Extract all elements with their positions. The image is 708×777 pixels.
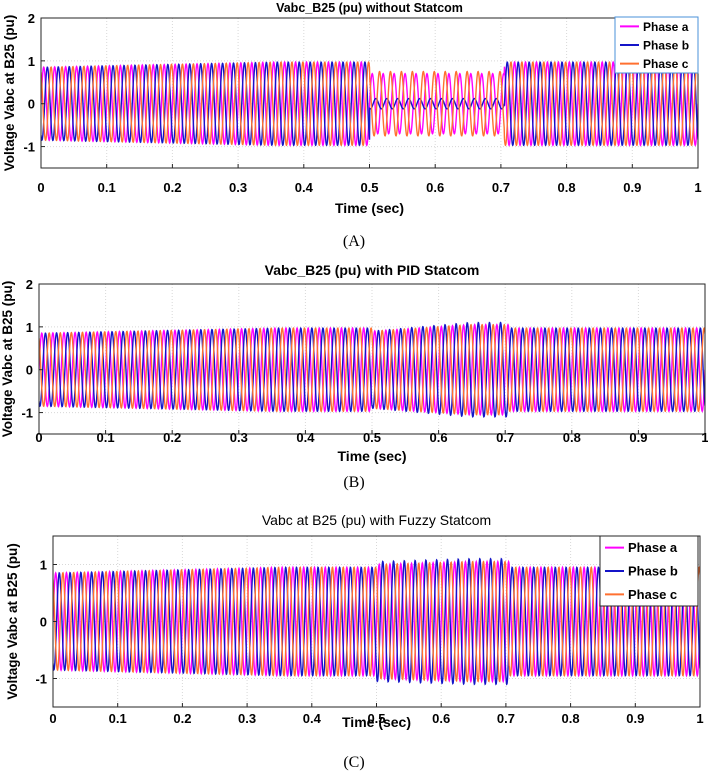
- series-group: [41, 60, 698, 147]
- x-tick-label: 0.9: [629, 430, 647, 445]
- x-tick-label: 0.7: [492, 180, 510, 195]
- x-tick-label: 0: [35, 430, 42, 445]
- x-tick-label: 0.6: [426, 180, 444, 195]
- y-axis-label: Voltage Vabc at B25 (pu): [5, 543, 20, 700]
- series-line-phase-c: [41, 61, 698, 147]
- x-tick-label: 0.3: [230, 430, 248, 445]
- y-tick-label: -1: [23, 140, 35, 155]
- series-line-phase-c: [53, 560, 700, 683]
- legend-label: Phase b: [643, 39, 689, 53]
- series-line-phase-a: [53, 559, 700, 684]
- x-tick-label: 0.5: [360, 180, 378, 195]
- series-group: [39, 321, 705, 418]
- legend-label: Phase b: [628, 564, 678, 579]
- x-tick-label: 0.7: [496, 430, 514, 445]
- chart-title: Vabc_B25 (pu) with PID Statcom: [265, 262, 480, 278]
- x-tick-label: 1: [694, 180, 701, 195]
- chart-c: 0 0.1 0.2 0.3 0.4 0.5 0.6 0.7 0.8 0.9 1 -1 0 1 Vabc at…: [5, 512, 704, 730]
- x-tick-label: 0.1: [109, 711, 127, 726]
- x-axis-label: Time (sec): [338, 448, 407, 464]
- caption-c: (C): [343, 754, 365, 771]
- x-axis-label: Time (sec): [335, 200, 404, 216]
- y-tick-label: 0: [26, 363, 33, 378]
- y-axis-label: Voltage Vabc at B25 (pu): [0, 281, 15, 438]
- x-axis-label: Time (sec): [342, 714, 411, 730]
- series-line-phase-c: [39, 323, 705, 416]
- x-tick-label: 0.3: [238, 711, 256, 726]
- x-tick-label: 0.6: [430, 430, 448, 445]
- x-tick-label: 0.9: [626, 711, 644, 726]
- x-tick-label: 0.4: [295, 180, 314, 195]
- series-line-phase-b: [53, 557, 700, 686]
- y-tick-label: 2: [26, 277, 33, 292]
- x-tick-label: 0.8: [563, 430, 581, 445]
- x-tick-label: 0.8: [562, 711, 580, 726]
- legend-label: Phase a: [643, 20, 689, 34]
- y-axis-label: Voltage Vabc at B25 (pu): [2, 15, 17, 172]
- x-tick-label: 0: [49, 711, 56, 726]
- x-tick-label: 0.4: [303, 711, 322, 726]
- caption-a: (A): [342, 233, 366, 250]
- x-tick-label: 1: [701, 430, 708, 445]
- y-tick-label: 1: [40, 558, 47, 573]
- chart-title: Vabc at B25 (pu) with Fuzzy Statcom: [262, 512, 491, 528]
- y-tick-label: 1: [28, 54, 35, 69]
- series-group: [53, 557, 700, 686]
- x-tick-label: 0.3: [229, 180, 247, 195]
- x-tick-label: 0: [37, 180, 44, 195]
- series-line-phase-b: [41, 61, 698, 147]
- x-tick-label: 0.5: [363, 430, 381, 445]
- legend-label: Phase a: [628, 540, 678, 555]
- series-line-phase-a: [39, 323, 705, 417]
- chart-a: 0 0.1 0.2 0.3 0.4 0.5 0.6 0.7 0.8 0.9 1 -1 0 1 2 Vabc_B…: [2, 1, 702, 216]
- x-tick-label: 0.6: [432, 711, 450, 726]
- y-tick-label: 1: [26, 320, 33, 335]
- legend: Phase a Phase b Phase c: [614, 16, 699, 74]
- chart-title: Vabc_B25 (pu) without Statcom: [276, 1, 463, 15]
- y-tick-label: 0: [40, 615, 47, 630]
- caption-b: (B): [343, 474, 365, 491]
- x-tick-label: 0.7: [497, 711, 515, 726]
- series-line-phase-b: [39, 321, 705, 418]
- legend-label: Phase c: [643, 57, 689, 71]
- x-tick-label: 0.9: [623, 180, 641, 195]
- series-line-phase-a: [41, 60, 698, 147]
- y-tick-label: 2: [28, 11, 35, 26]
- x-tick-label: 0.8: [558, 180, 576, 195]
- x-tick-label: 0.1: [98, 180, 116, 195]
- x-tick-label: 0.2: [173, 711, 191, 726]
- x-tick-label: 1: [696, 711, 703, 726]
- chart-b: 0 0.1 0.2 0.3 0.4 0.5 0.6 0.7 0.8 0.9 1-1012Vabc_B…: [0, 262, 708, 464]
- y-tick-label: 0: [28, 97, 35, 112]
- y-tick-label: -1: [35, 672, 47, 687]
- legend-label: Phase c: [628, 587, 677, 602]
- x-tick-label: 0.1: [97, 430, 115, 445]
- legend: Phase a Phase b Phase c: [599, 535, 699, 607]
- x-tick-label: 0.5: [367, 711, 385, 726]
- x-tick-label: 0.4: [296, 430, 315, 445]
- x-tick-label: 0.2: [163, 430, 181, 445]
- y-tick-label: -1: [21, 406, 33, 421]
- x-tick-label: 0.2: [163, 180, 181, 195]
